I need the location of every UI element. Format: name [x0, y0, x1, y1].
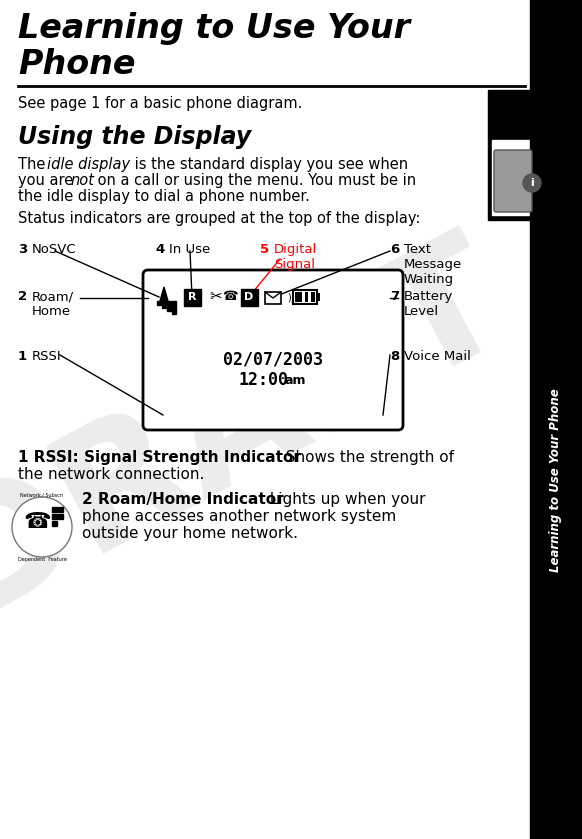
Bar: [58, 514, 63, 519]
Bar: [265, 292, 281, 304]
Bar: [317, 293, 320, 301]
Text: RSSI: RSSI: [32, 350, 62, 363]
Text: 02/07/2003: 02/07/2003: [223, 351, 323, 369]
Text: Battery
Level: Battery Level: [404, 290, 453, 318]
Text: Voice Mail: Voice Mail: [404, 350, 471, 363]
Circle shape: [12, 497, 72, 557]
Bar: [157, 301, 161, 305]
Text: outside your home network.: outside your home network.: [82, 526, 298, 541]
Text: phone accesses another network system: phone accesses another network system: [82, 509, 396, 524]
Text: )): )): [287, 292, 294, 302]
Text: 1 RSSI: Signal Strength Indicator: 1 RSSI: Signal Strength Indicator: [18, 450, 301, 465]
Text: Learning to Use Your: Learning to Use Your: [18, 12, 410, 45]
Polygon shape: [160, 287, 168, 301]
Text: 12:00: 12:00: [238, 371, 288, 389]
Text: 4: 4: [155, 243, 164, 256]
Bar: [58, 507, 63, 512]
Bar: [52, 507, 57, 512]
Text: ☎: ☎: [222, 290, 238, 304]
Text: idle display: idle display: [47, 157, 130, 172]
Text: 7: 7: [390, 290, 399, 303]
Text: ✂: ✂: [210, 289, 222, 305]
Bar: [492, 140, 544, 215]
Text: NoSVC: NoSVC: [32, 243, 77, 256]
Bar: [488, 90, 578, 220]
Bar: [530, 0, 582, 839]
Text: Roam/
Home: Roam/ Home: [32, 290, 74, 318]
Text: Using the Display: Using the Display: [18, 125, 251, 149]
Bar: [295, 292, 315, 302]
Text: 6: 6: [390, 243, 399, 256]
Text: Dependent  Feature: Dependent Feature: [17, 556, 66, 561]
Bar: [241, 289, 258, 306]
Bar: [52, 521, 57, 526]
Text: 2 Roam/Home Indicator: 2 Roam/Home Indicator: [82, 492, 283, 507]
Bar: [52, 514, 57, 519]
Text: Text
Message
Waiting: Text Message Waiting: [404, 243, 462, 286]
Bar: [302, 292, 305, 302]
Text: i: i: [530, 178, 534, 188]
Text: 5: 5: [260, 243, 269, 256]
Text: not: not: [70, 173, 94, 188]
Text: DRAFT: DRAFT: [0, 211, 533, 649]
Text: The: The: [18, 157, 50, 172]
FancyBboxPatch shape: [143, 270, 403, 430]
Text: Status indicators are grouped at the top of the display:: Status indicators are grouped at the top…: [18, 211, 420, 226]
Text: Learning to Use Your Phone: Learning to Use Your Phone: [549, 388, 562, 572]
Text: Shows the strength of: Shows the strength of: [276, 450, 454, 465]
Text: on a call or using the menu. You must be in: on a call or using the menu. You must be…: [93, 173, 416, 188]
Text: Phone: Phone: [18, 48, 136, 81]
Text: In Use: In Use: [169, 243, 210, 256]
Bar: [162, 301, 166, 308]
Text: Digital
Signal: Digital Signal: [274, 243, 317, 271]
Bar: [167, 301, 171, 311]
Bar: [184, 289, 201, 306]
Text: is the standard display you see when: is the standard display you see when: [130, 157, 408, 172]
Circle shape: [523, 174, 541, 192]
Bar: [172, 301, 176, 314]
Text: 1: 1: [18, 350, 27, 363]
Text: 21: 21: [542, 813, 562, 827]
Text: 8: 8: [390, 350, 399, 363]
Text: the idle display to dial a phone number.: the idle display to dial a phone number.: [18, 189, 310, 204]
Text: D: D: [244, 292, 254, 302]
Text: am: am: [284, 373, 306, 387]
FancyBboxPatch shape: [494, 150, 532, 212]
Text: the network connection.: the network connection.: [18, 467, 204, 482]
Text: See page 1 for a basic phone diagram.: See page 1 for a basic phone diagram.: [18, 96, 303, 111]
Text: R: R: [188, 292, 196, 302]
Text: Network / Subscri: Network / Subscri: [20, 492, 63, 498]
Text: ☎: ☎: [23, 512, 51, 532]
Text: 3: 3: [18, 243, 27, 256]
Text: 2: 2: [18, 290, 27, 303]
Text: Lights up when your: Lights up when your: [260, 492, 425, 507]
Bar: [293, 290, 317, 304]
Bar: [308, 292, 311, 302]
Text: you are: you are: [18, 173, 78, 188]
